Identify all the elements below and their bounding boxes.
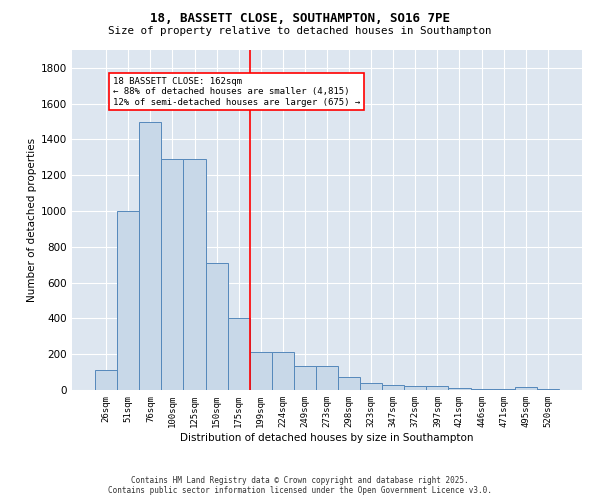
Bar [294, 366, 316, 390]
X-axis label: Distribution of detached houses by size in Southampton: Distribution of detached houses by size … [180, 432, 474, 442]
Bar [427, 386, 448, 390]
Text: 18 BASSETT CLOSE: 162sqm
← 88% of detached houses are smaller (4,815)
12% of sem: 18 BASSETT CLOSE: 162sqm ← 88% of detach… [113, 77, 360, 106]
Bar [184, 159, 206, 390]
Y-axis label: Number of detached properties: Number of detached properties [27, 138, 37, 302]
Bar [470, 389, 493, 390]
Bar [316, 366, 338, 390]
Bar [338, 378, 360, 390]
Bar [360, 383, 382, 390]
Bar [161, 159, 184, 390]
Bar [404, 386, 427, 390]
Text: Contains HM Land Registry data © Crown copyright and database right 2025.
Contai: Contains HM Land Registry data © Crown c… [108, 476, 492, 495]
Bar [493, 389, 515, 390]
Bar [250, 352, 272, 390]
Bar [537, 389, 559, 390]
Bar [382, 384, 404, 390]
Bar [227, 318, 250, 390]
Bar [272, 352, 294, 390]
Bar [448, 388, 470, 390]
Bar [515, 387, 537, 390]
Text: Size of property relative to detached houses in Southampton: Size of property relative to detached ho… [108, 26, 492, 36]
Bar [95, 370, 117, 390]
Bar [206, 263, 227, 390]
Bar [139, 122, 161, 390]
Bar [117, 211, 139, 390]
Text: 18, BASSETT CLOSE, SOUTHAMPTON, SO16 7PE: 18, BASSETT CLOSE, SOUTHAMPTON, SO16 7PE [150, 12, 450, 26]
